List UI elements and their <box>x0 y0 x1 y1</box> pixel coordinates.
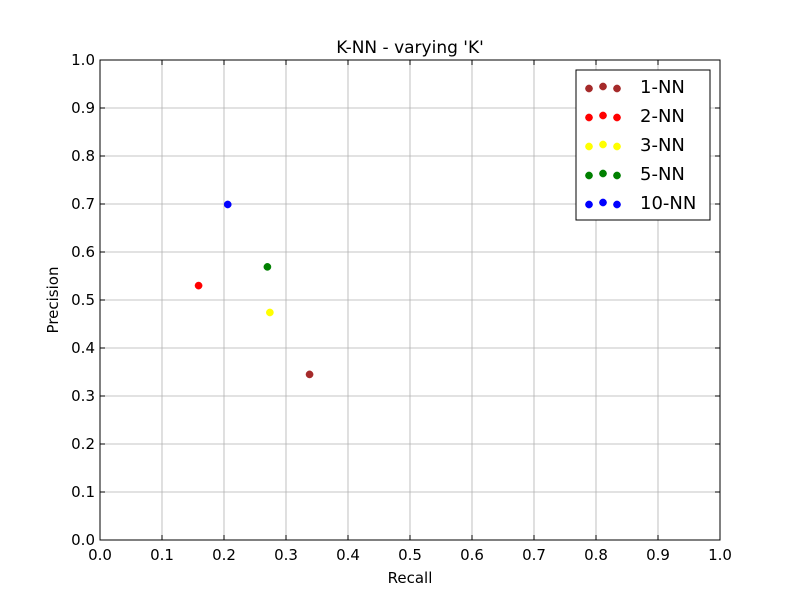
legend-label: 10-NN <box>640 193 696 214</box>
legend-label: 5-NN <box>640 164 685 185</box>
legend-marker <box>613 142 621 151</box>
legend-entry-2-nn: 2-NN <box>585 106 685 127</box>
y-tick-label: 0.8 <box>71 147 95 165</box>
legend-marker <box>599 198 607 207</box>
legend-marker <box>613 171 621 180</box>
legend-label: 3-NN <box>640 135 685 156</box>
y-axis-label: Precision <box>44 267 62 334</box>
y-tick-label: 0.5 <box>71 291 95 309</box>
x-tick-label: 0.6 <box>460 546 484 564</box>
y-tick-label: 0.6 <box>71 243 95 261</box>
data-point-5-nn <box>263 263 272 271</box>
data-point-1-nn <box>305 370 314 379</box>
legend-entry-10-nn: 10-NN <box>585 193 696 214</box>
legend-marker <box>613 113 621 122</box>
legend-box <box>575 69 711 221</box>
y-tick-label: 0.9 <box>71 99 95 117</box>
legend-entry-3-nn: 3-NN <box>585 135 685 156</box>
y-tick-label: 0.0 <box>71 531 95 549</box>
x-tick-label: 1.0 <box>708 546 732 564</box>
x-tick-label: 0.3 <box>274 546 298 564</box>
legend-marker <box>585 113 593 122</box>
y-tick-label: 0.1 <box>71 483 95 501</box>
legend-marker <box>585 142 593 151</box>
x-tick-label: 0.5 <box>398 546 422 564</box>
x-tick-label: 0.0 <box>88 546 112 564</box>
x-tick-label: 0.4 <box>336 546 360 564</box>
x-tick-label: 0.8 <box>584 546 608 564</box>
legend-label: 1-NN <box>640 77 685 98</box>
y-tick-label: 1.0 <box>71 51 95 69</box>
data-point-2-nn <box>194 281 203 290</box>
legend-marker <box>599 169 607 178</box>
y-tick-label: 0.4 <box>71 339 95 357</box>
y-tick-label: 0.3 <box>71 387 95 405</box>
y-tick-label: 0.2 <box>71 435 95 453</box>
legend-entry-5-nn: 5-NN <box>585 164 685 185</box>
legend-entry-1-nn: 1-NN <box>585 77 685 98</box>
legend-marker <box>613 84 621 93</box>
x-tick-label: 0.7 <box>522 546 546 564</box>
y-tick-label: 0.7 <box>71 195 95 213</box>
legend-marker <box>599 82 607 91</box>
chart-title: K-NN - varying 'K' <box>336 38 484 58</box>
legend-marker <box>585 171 593 180</box>
data-points <box>194 200 314 379</box>
data-point-3-nn <box>266 308 274 317</box>
plot-frame <box>99 59 721 541</box>
legend-label: 2-NN <box>640 106 685 127</box>
x-tick-label: 0.2 <box>212 546 236 564</box>
legend-marker <box>613 200 621 209</box>
x-tick-label: 0.9 <box>646 546 670 564</box>
data-point-10-nn <box>223 200 232 209</box>
x-tick-label: 0.1 <box>150 546 174 564</box>
x-axis-label: Recall <box>388 569 433 587</box>
legend-marker <box>599 140 607 149</box>
legend-marker <box>585 84 593 93</box>
legend-marker <box>599 111 607 120</box>
legend: 1-NN 2-NN 3-NN 5-NN 10-NN <box>575 69 711 221</box>
legend-marker <box>585 200 593 209</box>
